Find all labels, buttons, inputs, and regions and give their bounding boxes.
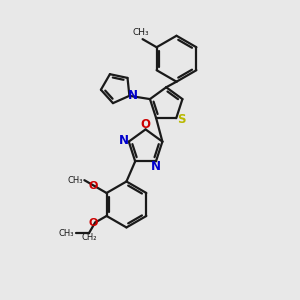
Text: O: O (88, 218, 98, 228)
Text: CH₃: CH₃ (59, 229, 74, 238)
Text: N: N (119, 134, 129, 147)
Text: CH₃: CH₃ (133, 28, 149, 37)
Text: CH₂: CH₂ (81, 233, 97, 242)
Text: N: N (151, 160, 161, 173)
Text: O: O (141, 118, 151, 131)
Text: S: S (177, 112, 186, 126)
Text: CH₃: CH₃ (68, 176, 83, 185)
Text: N: N (128, 89, 138, 102)
Text: O: O (88, 182, 98, 191)
